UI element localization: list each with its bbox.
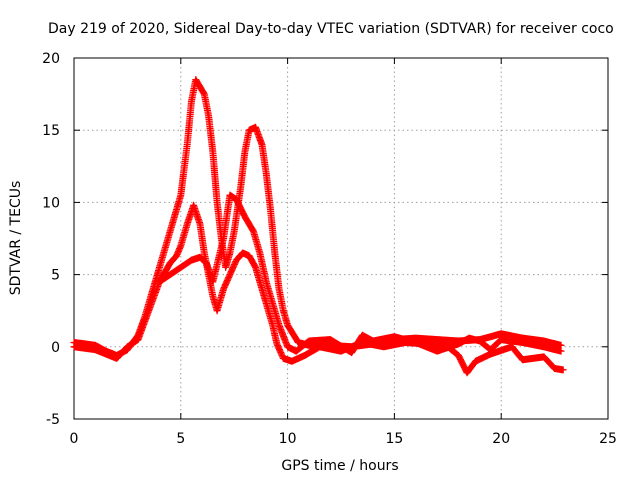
- y-tick-label: -5: [46, 412, 60, 428]
- x-tick-label: 25: [599, 431, 617, 447]
- x-tick-label: 0: [70, 431, 79, 447]
- x-tick-label: 15: [385, 431, 403, 447]
- y-tick-label: 10: [42, 195, 60, 211]
- data-points: [70, 76, 567, 377]
- y-tick-label: 15: [42, 123, 60, 139]
- y-tick-label: 5: [51, 268, 60, 284]
- x-tick-label: 20: [492, 431, 510, 447]
- x-tick-label: 5: [176, 431, 185, 447]
- data-point: [557, 347, 565, 355]
- y-tick-label: 20: [42, 51, 60, 67]
- x-axis-label: GPS time / hours: [281, 458, 398, 474]
- data-point: [200, 89, 208, 97]
- chart-title: Day 219 of 2020, Sidereal Day-to-day VTE…: [48, 21, 614, 37]
- x-tick-label: 10: [279, 431, 297, 447]
- y-axis-label: SDTVAR / TECUs: [8, 181, 24, 296]
- grid-lines: [74, 58, 608, 419]
- data-point: [559, 366, 567, 374]
- series-track-3: [155, 191, 565, 357]
- plot-frame: [73, 57, 609, 420]
- axis-ticks: 0 5 10 15 20 25 -5 0 5 10 15 20: [42, 51, 617, 447]
- y-tick-label: 0: [51, 340, 60, 356]
